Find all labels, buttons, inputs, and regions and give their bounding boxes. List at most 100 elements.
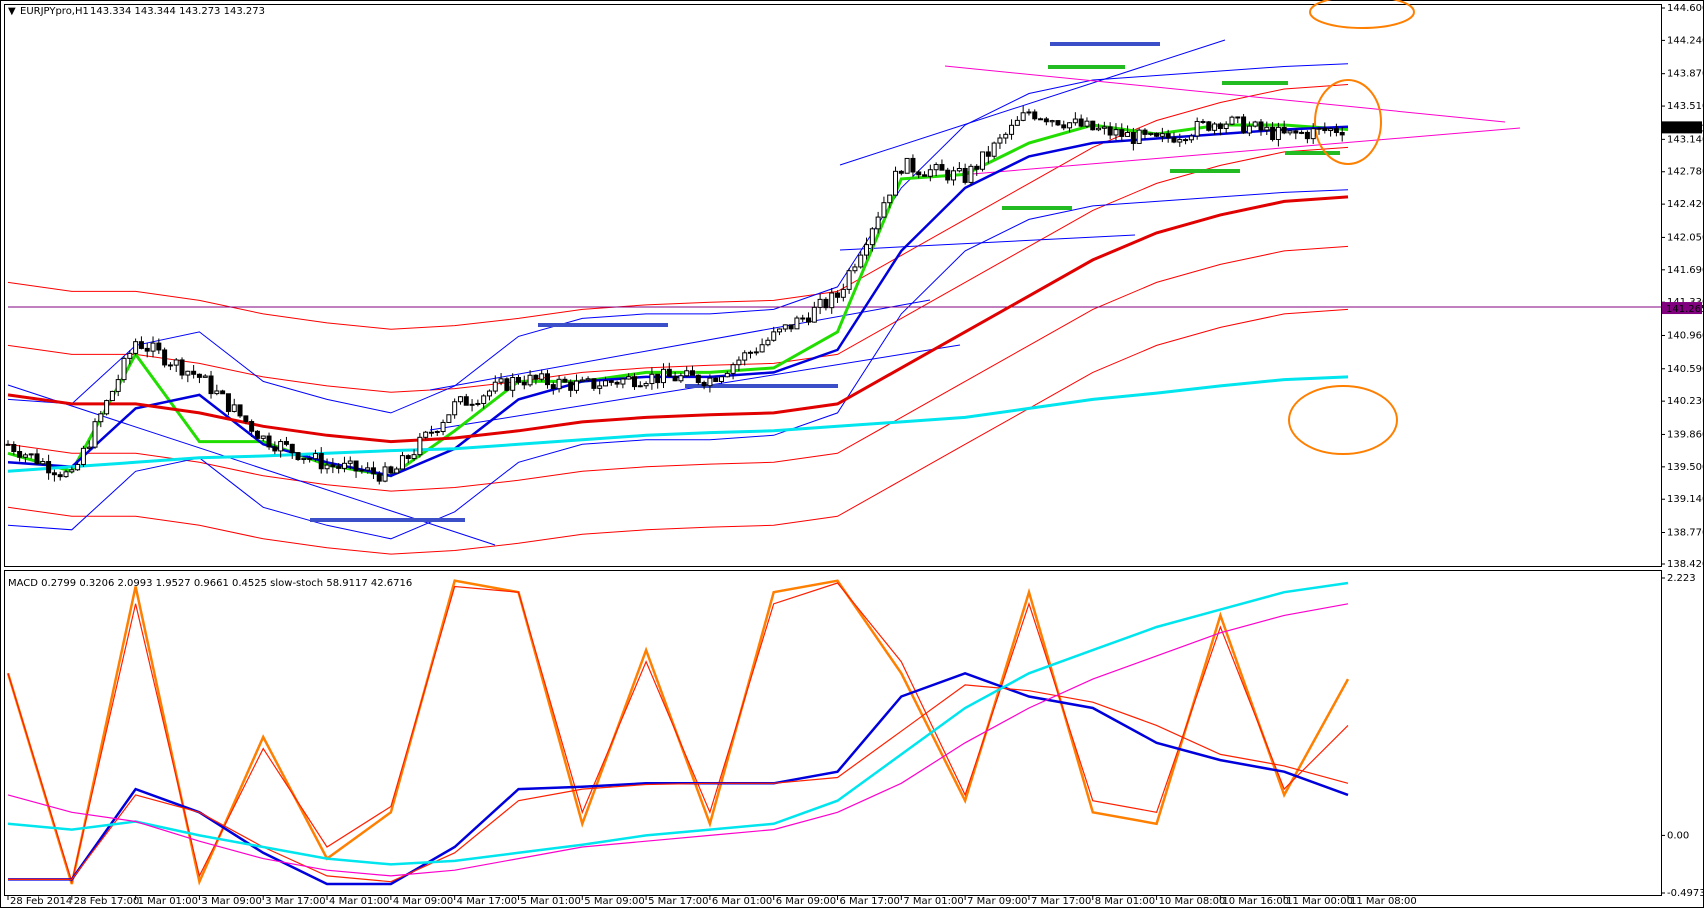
channel-line [839,234,1136,251]
candle-body [46,461,52,474]
candle [5,440,11,446]
candle [904,157,910,174]
candle [388,465,394,475]
price-series [7,123,1349,478]
candle [556,375,562,393]
candle-body [347,460,353,464]
main-price-panel[interactable] [4,4,1662,567]
candle [138,336,144,350]
candle [1241,113,1247,134]
candle [98,410,104,428]
candle-body [109,390,115,402]
price-tick-label: 140.960 [1667,330,1704,341]
candle [1310,123,1316,144]
candle [57,471,63,481]
candle-body [220,390,226,395]
candle [365,462,371,474]
candle-body [1328,128,1334,132]
candle [1055,120,1061,127]
candle [962,163,968,185]
candle [1009,119,1015,140]
time-tick-label: 3 Mar 09:00 [201,896,261,907]
candle [823,297,829,311]
candle-body [660,368,666,384]
time-tick-label: 11 Mar 08:00 [1350,896,1417,907]
candle-body [730,364,736,374]
candle [307,455,313,463]
candle [283,436,289,447]
candle-body [585,378,591,381]
candle [1096,123,1102,132]
candle-body [713,377,719,382]
candle-body [475,402,481,405]
candle-body [881,202,887,218]
candle [486,389,492,401]
candle-body [643,383,649,387]
candle [1067,122,1073,133]
candle [1125,125,1131,137]
time-tick-label: 6 Mar 17:00 [840,896,900,907]
candle-body [835,292,841,298]
candle-body [544,373,550,386]
time-tick-label: 10 Mar 08:00 [1159,896,1226,907]
candle [707,374,713,393]
price-tick-label: 140.230 [1667,396,1704,407]
candle-body [57,474,63,478]
candle-body [933,164,939,171]
candle-body [428,431,434,434]
candle [985,145,991,164]
menu-arrow-icon[interactable]: ▼ [8,6,16,17]
candle-body [771,331,777,341]
price-tick-label: 138.770 [1667,528,1704,539]
candle [399,451,405,470]
candle-body [1299,131,1305,134]
candle [220,389,226,395]
candle [1136,128,1142,144]
highlight-ellipse [1314,79,1382,165]
candle [562,376,568,383]
drawn-objects [7,0,1661,555]
indicator-panel[interactable] [4,570,1662,896]
candle-body [1333,128,1339,133]
candle [1281,120,1287,135]
candle-body [719,376,725,382]
price-tick-label: 138.420 [1667,559,1704,570]
candle-body [573,380,579,391]
candle [1212,122,1218,135]
candle [1171,132,1177,144]
candle-body [312,453,318,460]
price-tick-label: 143.510 [1667,101,1704,112]
candle [428,425,434,437]
candle [1246,121,1252,137]
candle [602,376,608,387]
candle-body [655,373,661,384]
candle [1235,116,1241,124]
candle-body [1154,132,1160,137]
candle-body [602,380,608,387]
candle [1217,122,1223,136]
candle-body [249,421,255,432]
candle [115,374,121,397]
series-ma-cyan [7,375,1349,473]
candle-body [156,342,162,351]
candle-body [794,317,800,330]
candle-body [69,469,75,473]
candle [1299,130,1305,135]
candle-body [956,167,962,172]
series-stochastic-signal [7,582,1349,885]
candle-body [579,379,585,382]
candle [800,314,806,322]
candle-body [127,352,133,359]
candle [330,458,336,474]
ohlc-readout: 143.334 143.344 143.273 143.273 [90,6,265,17]
candle-body [1136,129,1142,144]
candle [202,374,208,378]
candle-body [1281,126,1287,134]
candle [660,363,666,388]
candle-body [34,453,40,465]
candle [1038,117,1044,121]
candle-body [399,455,405,470]
candle [991,141,997,159]
candle-body [405,455,411,459]
